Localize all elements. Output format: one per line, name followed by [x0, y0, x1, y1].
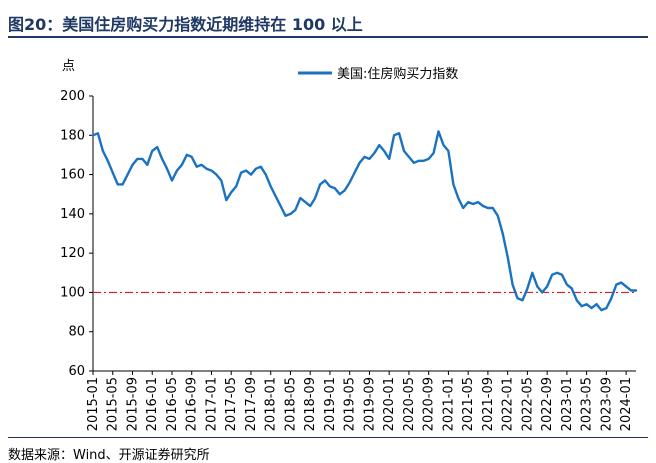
y-tick-label: 60	[68, 364, 85, 379]
x-tick-label: 2017-05	[224, 377, 239, 431]
x-tick-label: 2022-09	[540, 377, 555, 431]
x-tick-label: 2021-05	[461, 377, 476, 431]
x-tick-label: 2016-09	[185, 377, 200, 431]
x-tick-label: 2017-09	[244, 377, 259, 431]
x-tick-label: 2019-01	[323, 377, 338, 431]
x-tick-label: 2022-01	[501, 377, 516, 431]
source-note: 数据来源：Wind、开源证券研究所	[8, 448, 210, 463]
x-tick-label: 2018-05	[283, 377, 298, 431]
y-tick-label: 160	[60, 168, 85, 183]
x-tick-label: 2017-01	[204, 377, 219, 431]
x-tick-label: 2023-09	[599, 377, 614, 431]
line-chart: 60 80 100 120 140 160 180 200 点 2015-01 2015-05 201…	[60, 59, 638, 431]
x-tick-label: 2021-09	[481, 377, 496, 431]
source-bar: 数据来源：Wind、开源证券研究所	[8, 437, 648, 463]
legend-label: 美国:住房购买力指数	[337, 66, 458, 82]
y-tick-label: 140	[60, 207, 85, 222]
y-tick-label: 200	[60, 89, 85, 104]
x-tick-label: 2016-01	[145, 377, 160, 431]
x-tick-label: 2023-05	[580, 377, 595, 431]
x-tick-label: 2019-05	[343, 377, 358, 431]
x-tick-label: 2016-05	[165, 377, 180, 431]
x-tick-label: 2024-01	[619, 377, 634, 431]
x-tick-label: 2020-01	[382, 377, 397, 431]
title-bar: 图20：美国住房购买力指数近期维持在 100 以上	[8, 6, 648, 38]
x-tick-label: 2020-05	[402, 377, 417, 431]
y-axis-label: 点	[62, 59, 75, 74]
y-tick-label: 100	[60, 285, 85, 300]
chart-title: 图20：美国住房购买力指数近期维持在 100 以上	[8, 15, 363, 34]
x-tick-label: 2021-01	[441, 377, 456, 431]
x-tick-label: 2015-09	[125, 377, 140, 431]
x-tick-label: 2018-01	[264, 377, 279, 431]
y-tick-label: 120	[60, 246, 85, 261]
x-tick-label: 2018-09	[303, 377, 318, 431]
x-tick-label: 2019-09	[362, 377, 377, 431]
y-tick-label: 80	[68, 325, 85, 340]
y-tick-label: 180	[60, 128, 85, 143]
x-tick-label: 2015-01	[86, 377, 101, 431]
x-tick-label: 2022-05	[520, 377, 535, 431]
series-line	[91, 130, 638, 312]
x-tick-label: 2023-01	[560, 377, 575, 431]
x-tick-label: 2015-05	[106, 377, 121, 431]
x-tick-label: 2020-09	[422, 377, 437, 431]
